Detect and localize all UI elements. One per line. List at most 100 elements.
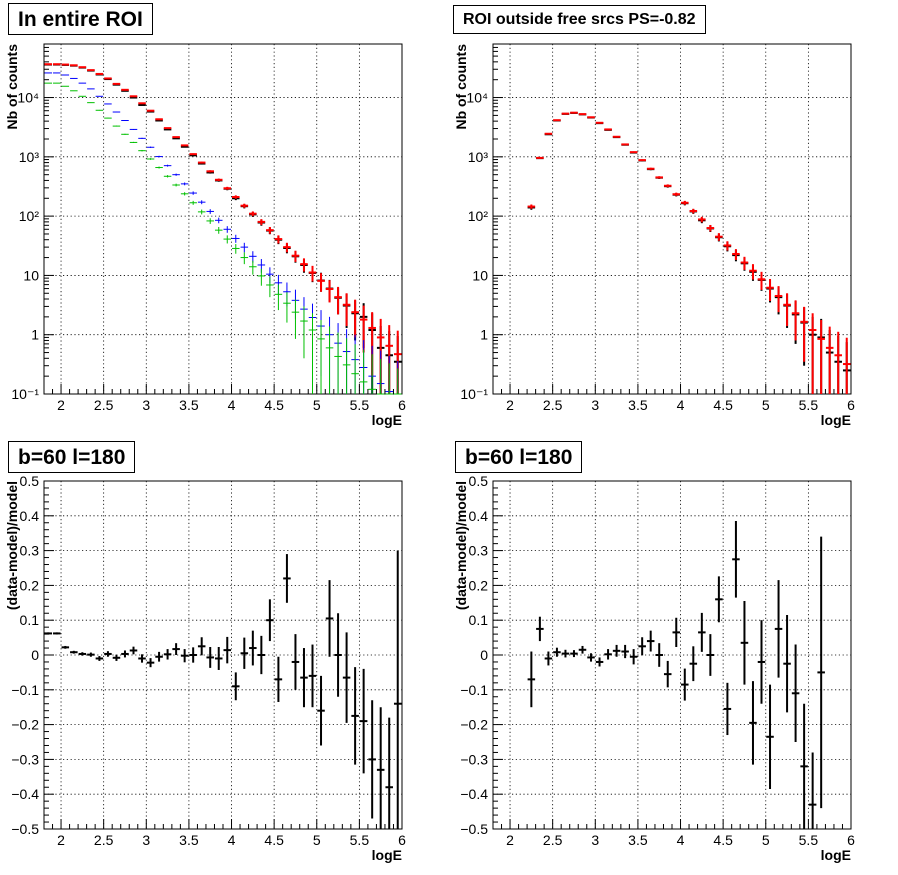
y-tick-label: 1 [31, 327, 39, 343]
x-tick-label: 4 [228, 397, 236, 413]
series-3 [44, 82, 402, 395]
y-axis-label: (data-model)/model [453, 481, 469, 610]
chart-svg: 2 2.5 3 3.5 4 4.5 5 5.5 6 −0.5 −0.4 −0.3 −0.2 −0.1 0 0.… [453, 473, 855, 863]
grid [493, 480, 852, 829]
y-tick-label: 0 [480, 647, 488, 663]
y-tick-label: −0.1 [460, 682, 488, 698]
grid [44, 480, 403, 829]
x-tick-label: 6 [847, 832, 855, 848]
x-tick-label: 4 [677, 397, 685, 413]
x-tick-label: 5 [313, 397, 321, 413]
axis-ticks [492, 480, 852, 830]
y-tick-label: 0.4 [469, 508, 489, 524]
x-tick-label: 4.5 [264, 397, 284, 413]
chart-panel-residuals-right: 2 2.5 3 3.5 4 4.5 5 5.5 6 −0.5 −0.4 −0.3 −0.2 −0.1 0 0.… [449, 438, 898, 875]
x-tick-label: 5.5 [799, 832, 819, 848]
y-tick-label: −0.5 [11, 821, 39, 837]
x-tick-label: 5 [762, 397, 770, 413]
y-tick-label: 10⁻¹ [460, 386, 488, 402]
x-tick-label: 4.5 [264, 832, 284, 848]
series-0 [527, 111, 851, 394]
chart-svg: 2 2.5 3 3.5 4 4.5 5 5.5 6 10⁻¹ 1 10 10² 10³ 10⁴ logE Nb … [453, 43, 855, 428]
x-tick-label: 2.5 [94, 397, 114, 413]
grid [44, 44, 403, 394]
chart-title: b=60 l=180 [455, 441, 583, 473]
x-tick-label: 3.5 [179, 832, 199, 848]
series-1 [527, 111, 851, 394]
y-axis-label: Nb of counts [453, 44, 469, 130]
series-1 [44, 63, 402, 394]
y-tick-label: −0.4 [11, 786, 39, 802]
series-0 [527, 521, 825, 829]
x-tick-label: 3.5 [628, 397, 648, 413]
y-tick-label: 0.5 [469, 473, 489, 489]
chart-panel-residuals-left: 2 2.5 3 3.5 4 4.5 5 5.5 6 −0.5 −0.4 −0.3 −0.2 −0.1 0 0.… [0, 438, 449, 875]
y-tick-label: 0.3 [469, 543, 489, 559]
x-tick-label: 6 [398, 397, 406, 413]
x-tick-label: 2.5 [543, 397, 563, 413]
series-0 [44, 550, 402, 829]
y-tick-label: −0.3 [460, 751, 488, 767]
y-tick-label: 10⁴ [466, 90, 488, 106]
y-tick-label: −0.5 [460, 821, 488, 837]
x-tick-label: 6 [847, 397, 855, 413]
y-tick-label: 1 [480, 327, 488, 343]
axis-ticks [43, 43, 403, 395]
x-tick-label: 3 [591, 397, 599, 413]
chart-svg: 2 2.5 3 3.5 4 4.5 5 5.5 6 −0.5 −0.4 −0.3 −0.2 −0.1 0 0.… [4, 473, 406, 863]
chart-title: In entire ROI [8, 3, 153, 35]
y-tick-label: 10³ [468, 149, 489, 165]
y-tick-label: −0.3 [11, 751, 39, 767]
plot-frame [492, 43, 852, 395]
y-tick-label: 10 [23, 267, 39, 283]
x-tick-label: 2.5 [94, 832, 114, 848]
x-axis-label: logE [821, 847, 851, 863]
x-tick-label: 4.5 [713, 397, 733, 413]
axis-ticks [492, 43, 852, 395]
x-tick-label: 6 [398, 832, 406, 848]
y-tick-label: 10² [19, 208, 40, 224]
x-tick-label: 4.5 [713, 832, 733, 848]
grid [493, 44, 852, 394]
x-axis-label: logE [372, 412, 402, 428]
y-tick-label: 0.5 [20, 473, 40, 489]
chart-title: b=60 l=180 [8, 441, 136, 473]
y-tick-label: 0.1 [469, 612, 489, 628]
chart-panel-counts-entire-roi: 2 2.5 3 3.5 4 4.5 5 5.5 6 10⁻¹ 1 10 10² 10³ 10⁴ logE Nb … [0, 0, 449, 437]
y-tick-label: 10³ [19, 149, 40, 165]
y-tick-label: 10⁻¹ [11, 386, 39, 402]
y-tick-label: 0 [31, 647, 39, 663]
x-tick-label: 5.5 [799, 397, 819, 413]
x-tick-label: 5 [313, 832, 321, 848]
x-tick-label: 2.5 [543, 832, 563, 848]
y-tick-label: 10 [472, 267, 488, 283]
y-tick-label: 0.4 [20, 508, 40, 524]
y-tick-label: −0.1 [11, 682, 39, 698]
y-tick-label: −0.4 [460, 786, 488, 802]
y-axis-label: Nb of counts [4, 44, 20, 130]
x-tick-label: 5.5 [350, 832, 370, 848]
y-tick-label: 0.3 [20, 543, 40, 559]
x-tick-label: 3 [591, 832, 599, 848]
y-tick-label: 10² [468, 208, 489, 224]
y-tick-label: 10⁴ [17, 90, 39, 106]
y-tick-label: −0.2 [460, 717, 488, 733]
x-tick-label: 3 [142, 832, 150, 848]
x-tick-label: 2 [57, 397, 65, 413]
x-axis-label: logE [821, 412, 851, 428]
x-tick-label: 2 [57, 832, 65, 848]
y-tick-label: 0.2 [20, 577, 40, 593]
x-tick-label: 5.5 [350, 397, 370, 413]
chart-panel-counts-outside-free-srcs: 2 2.5 3 3.5 4 4.5 5 5.5 6 10⁻¹ 1 10 10² 10³ 10⁴ logE Nb … [449, 0, 898, 437]
x-tick-label: 4 [228, 832, 236, 848]
x-tick-label: 3 [142, 397, 150, 413]
y-axis-label: (data-model)/model [4, 481, 20, 610]
chart-title: ROI outside free srcs PS=-0.82 [453, 5, 706, 34]
chart-svg: 2 2.5 3 3.5 4 4.5 5 5.5 6 10⁻¹ 1 10 10² 10³ 10⁴ logE Nb … [4, 43, 406, 428]
series-2 [44, 72, 402, 395]
x-tick-label: 3.5 [179, 397, 199, 413]
y-tick-label: −0.2 [11, 717, 39, 733]
x-tick-label: 5 [762, 832, 770, 848]
x-tick-label: 2 [506, 397, 514, 413]
axis-ticks [43, 480, 403, 830]
